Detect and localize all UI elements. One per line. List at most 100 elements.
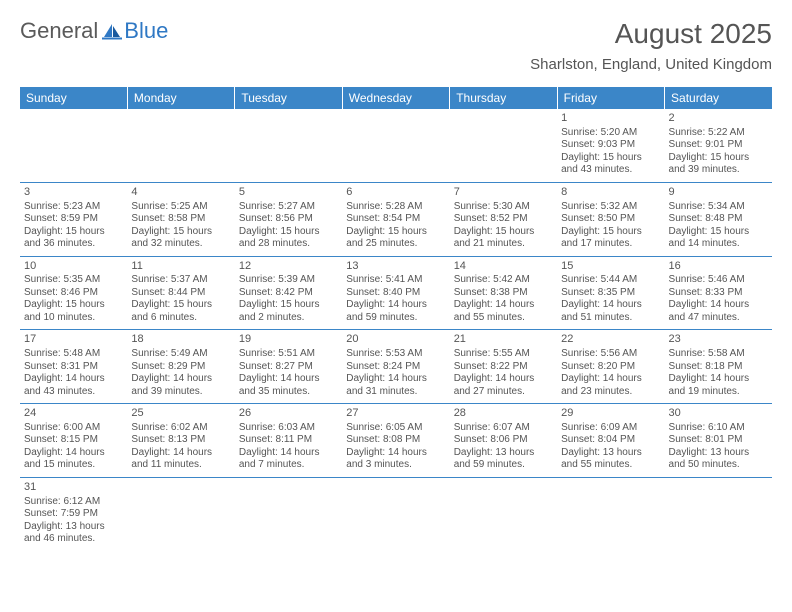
calendar-day-cell: 22Sunrise: 5:56 AMSunset: 8:20 PMDayligh… [557, 330, 664, 404]
daylight-text: Daylight: 15 hours and 10 minutes. [24, 299, 123, 324]
day-number: 30 [669, 407, 768, 421]
calendar-week-row: 3Sunrise: 5:23 AMSunset: 8:59 PMDaylight… [20, 182, 772, 256]
calendar-day-cell: 29Sunrise: 6:09 AMSunset: 8:04 PMDayligh… [557, 404, 664, 478]
calendar-week-row: 10Sunrise: 5:35 AMSunset: 8:46 PMDayligh… [20, 256, 772, 330]
daylight-text: Daylight: 13 hours and 46 minutes. [24, 521, 123, 546]
daylight-text: Daylight: 15 hours and 2 minutes. [239, 299, 338, 324]
daylight-text: Daylight: 15 hours and 39 minutes. [669, 152, 768, 177]
calendar-day-cell: 16Sunrise: 5:46 AMSunset: 8:33 PMDayligh… [665, 256, 772, 330]
daylight-text: Daylight: 14 hours and 47 minutes. [669, 299, 768, 324]
sunset-text: Sunset: 8:06 PM [454, 434, 553, 447]
day-number: 20 [346, 333, 445, 347]
sunset-text: Sunset: 8:40 PM [346, 287, 445, 300]
day-number: 9 [669, 186, 768, 200]
daylight-text: Daylight: 14 hours and 3 minutes. [346, 447, 445, 472]
day-number: 23 [669, 333, 768, 347]
calendar-body: 1Sunrise: 5:20 AMSunset: 9:03 PMDaylight… [20, 109, 772, 551]
sunset-text: Sunset: 8:44 PM [131, 287, 230, 300]
day-number: 14 [454, 260, 553, 274]
day-number: 7 [454, 186, 553, 200]
sunrise-text: Sunrise: 5:35 AM [24, 274, 123, 287]
calendar-day-cell: 15Sunrise: 5:44 AMSunset: 8:35 PMDayligh… [557, 256, 664, 330]
weekday-header: Tuesday [235, 87, 342, 109]
sunrise-text: Sunrise: 6:00 AM [24, 422, 123, 435]
day-number: 11 [131, 260, 230, 274]
day-number: 29 [561, 407, 660, 421]
weekday-header: Monday [127, 87, 234, 109]
day-number: 1 [561, 112, 660, 126]
calendar-week-row: 31Sunrise: 6:12 AMSunset: 7:59 PMDayligh… [20, 477, 772, 550]
sunset-text: Sunset: 8:50 PM [561, 213, 660, 226]
sunset-text: Sunset: 8:52 PM [454, 213, 553, 226]
sunset-text: Sunset: 8:18 PM [669, 361, 768, 374]
sunrise-text: Sunrise: 5:49 AM [131, 348, 230, 361]
daylight-text: Daylight: 14 hours and 51 minutes. [561, 299, 660, 324]
sunrise-text: Sunrise: 5:48 AM [24, 348, 123, 361]
sunset-text: Sunset: 8:33 PM [669, 287, 768, 300]
sunrise-text: Sunrise: 5:51 AM [239, 348, 338, 361]
calendar-day-cell: 2Sunrise: 5:22 AMSunset: 9:01 PMDaylight… [665, 109, 772, 182]
sunset-text: Sunset: 8:04 PM [561, 434, 660, 447]
sunrise-text: Sunrise: 5:23 AM [24, 201, 123, 214]
sunset-text: Sunset: 8:58 PM [131, 213, 230, 226]
daylight-text: Daylight: 15 hours and 43 minutes. [561, 152, 660, 177]
daylight-text: Daylight: 14 hours and 39 minutes. [131, 373, 230, 398]
sunset-text: Sunset: 8:01 PM [669, 434, 768, 447]
daylight-text: Daylight: 14 hours and 55 minutes. [454, 299, 553, 324]
day-number: 16 [669, 260, 768, 274]
calendar-day-cell: 4Sunrise: 5:25 AMSunset: 8:58 PMDaylight… [127, 182, 234, 256]
sunset-text: Sunset: 8:27 PM [239, 361, 338, 374]
weekday-header: Thursday [450, 87, 557, 109]
sunrise-text: Sunrise: 5:32 AM [561, 201, 660, 214]
calendar-day-cell: 7Sunrise: 5:30 AMSunset: 8:52 PMDaylight… [450, 182, 557, 256]
daylight-text: Daylight: 15 hours and 32 minutes. [131, 226, 230, 251]
sunrise-text: Sunrise: 6:07 AM [454, 422, 553, 435]
sunset-text: Sunset: 8:22 PM [454, 361, 553, 374]
daylight-text: Daylight: 15 hours and 6 minutes. [131, 299, 230, 324]
sunset-text: Sunset: 8:15 PM [24, 434, 123, 447]
daylight-text: Daylight: 14 hours and 11 minutes. [131, 447, 230, 472]
title-block: August 2025 Sharlston, England, United K… [530, 18, 772, 73]
sunset-text: Sunset: 8:11 PM [239, 434, 338, 447]
daylight-text: Daylight: 14 hours and 35 minutes. [239, 373, 338, 398]
day-number: 17 [24, 333, 123, 347]
logo-text-general: General [20, 18, 98, 44]
sunset-text: Sunset: 8:13 PM [131, 434, 230, 447]
daylight-text: Daylight: 15 hours and 28 minutes. [239, 226, 338, 251]
calendar-day-cell: 26Sunrise: 6:03 AMSunset: 8:11 PMDayligh… [235, 404, 342, 478]
sunrise-text: Sunrise: 5:39 AM [239, 274, 338, 287]
daylight-text: Daylight: 13 hours and 50 minutes. [669, 447, 768, 472]
calendar-day-cell [450, 477, 557, 550]
sunrise-text: Sunrise: 6:05 AM [346, 422, 445, 435]
sunrise-text: Sunrise: 5:44 AM [561, 274, 660, 287]
calendar-day-cell: 1Sunrise: 5:20 AMSunset: 9:03 PMDaylight… [557, 109, 664, 182]
sunrise-text: Sunrise: 5:30 AM [454, 201, 553, 214]
daylight-text: Daylight: 14 hours and 19 minutes. [669, 373, 768, 398]
day-number: 27 [346, 407, 445, 421]
calendar-day-cell: 30Sunrise: 6:10 AMSunset: 8:01 PMDayligh… [665, 404, 772, 478]
sunrise-text: Sunrise: 5:53 AM [346, 348, 445, 361]
daylight-text: Daylight: 14 hours and 43 minutes. [24, 373, 123, 398]
calendar-day-cell [127, 477, 234, 550]
calendar-day-cell: 17Sunrise: 5:48 AMSunset: 8:31 PMDayligh… [20, 330, 127, 404]
sunrise-text: Sunrise: 5:22 AM [669, 127, 768, 140]
calendar-table: SundayMondayTuesdayWednesdayThursdayFrid… [20, 87, 772, 551]
day-number: 5 [239, 186, 338, 200]
sunrise-text: Sunrise: 6:09 AM [561, 422, 660, 435]
sunrise-text: Sunrise: 5:46 AM [669, 274, 768, 287]
calendar-day-cell [450, 109, 557, 182]
sunrise-text: Sunrise: 5:25 AM [131, 201, 230, 214]
sunset-text: Sunset: 8:35 PM [561, 287, 660, 300]
calendar-day-cell: 20Sunrise: 5:53 AMSunset: 8:24 PMDayligh… [342, 330, 449, 404]
daylight-text: Daylight: 13 hours and 59 minutes. [454, 447, 553, 472]
daylight-text: Daylight: 15 hours and 25 minutes. [346, 226, 445, 251]
calendar-day-cell: 24Sunrise: 6:00 AMSunset: 8:15 PMDayligh… [20, 404, 127, 478]
calendar-day-cell: 18Sunrise: 5:49 AMSunset: 8:29 PMDayligh… [127, 330, 234, 404]
calendar-day-cell: 28Sunrise: 6:07 AMSunset: 8:06 PMDayligh… [450, 404, 557, 478]
day-number: 19 [239, 333, 338, 347]
daylight-text: Daylight: 14 hours and 23 minutes. [561, 373, 660, 398]
calendar-day-cell [342, 109, 449, 182]
day-number: 22 [561, 333, 660, 347]
calendar-day-cell [342, 477, 449, 550]
calendar-header-row: SundayMondayTuesdayWednesdayThursdayFrid… [20, 87, 772, 109]
